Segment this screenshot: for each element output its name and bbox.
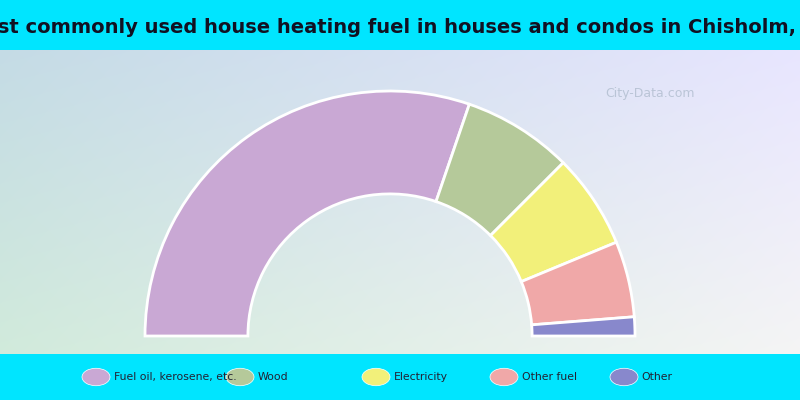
- Wedge shape: [522, 242, 634, 325]
- Wedge shape: [532, 317, 635, 336]
- Wedge shape: [436, 104, 563, 236]
- Ellipse shape: [82, 368, 110, 386]
- Ellipse shape: [362, 368, 390, 386]
- Text: City-Data.com: City-Data.com: [606, 88, 694, 100]
- Text: Most commonly used house heating fuel in houses and condos in Chisholm, ME: Most commonly used house heating fuel in…: [0, 18, 800, 37]
- Ellipse shape: [610, 368, 638, 386]
- Ellipse shape: [226, 368, 254, 386]
- Text: Other: Other: [642, 372, 673, 382]
- Text: Wood: Wood: [258, 372, 288, 382]
- Text: Other fuel: Other fuel: [522, 372, 577, 382]
- Wedge shape: [490, 163, 616, 282]
- Text: Fuel oil, kerosene, etc.: Fuel oil, kerosene, etc.: [114, 372, 236, 382]
- Ellipse shape: [490, 368, 518, 386]
- Text: Electricity: Electricity: [394, 372, 448, 382]
- Wedge shape: [145, 91, 470, 336]
